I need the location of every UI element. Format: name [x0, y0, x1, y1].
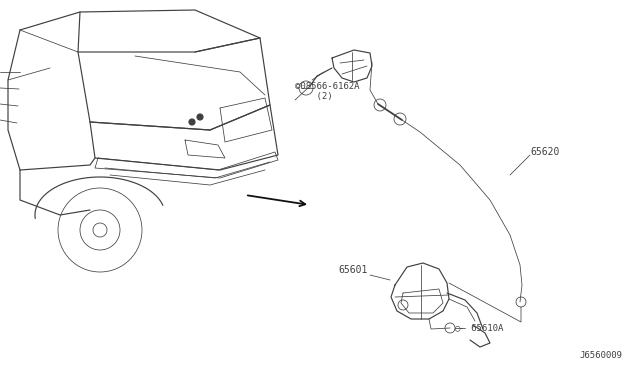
- Text: ○— 65610A: ○— 65610A: [455, 324, 504, 333]
- Circle shape: [197, 114, 203, 120]
- Text: ©08566-6162A
    (2): ©08566-6162A (2): [295, 82, 360, 102]
- Text: J6560009: J6560009: [579, 350, 622, 359]
- Text: 65601: 65601: [339, 265, 368, 275]
- Circle shape: [189, 119, 195, 125]
- Text: 65620: 65620: [530, 147, 559, 157]
